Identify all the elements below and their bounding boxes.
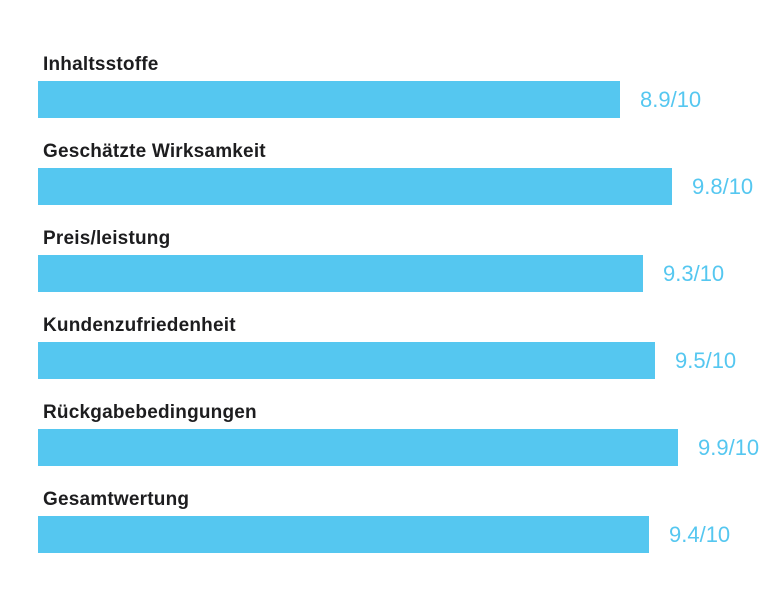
bar-value: 8.9/10 [640,86,702,112]
bar [38,429,678,466]
bar-value: 9.5/10 [675,347,737,373]
bar-row: Rückgabebedingungen 9.9/10 [0,402,767,466]
bar-label: Geschätzte Wirksamkeit [43,141,266,162]
chart-rows: Inhaltsstoffe 8.9/10 Geschätzte Wirksamk… [0,54,767,576]
bar-row: Geschätzte Wirksamkeit 9.8/10 [0,141,767,205]
bar-row: Gesamtwertung 9.4/10 [0,489,767,553]
bar-row: Preis/leistung 9.3/10 [0,228,767,292]
bar-line: 9.3/10 [38,255,767,292]
bar-line: 8.9/10 [38,81,767,118]
bar-label: Preis/leistung [43,228,171,249]
bar-line: 9.8/10 [38,168,767,205]
bar-row: Kundenzufriedenheit 9.5/10 [0,315,767,379]
bar [38,81,620,118]
bar [38,342,655,379]
bar-value: 9.9/10 [698,434,760,460]
bar-value: 9.8/10 [692,173,754,199]
bar-line: 9.5/10 [38,342,767,379]
bar-label: Gesamtwertung [43,489,190,510]
bar-label: Inhaltsstoffe [43,54,159,75]
bar [38,255,643,292]
bar-value: 9.4/10 [669,521,731,547]
bar-line: 9.4/10 [38,516,767,553]
bar-row: Inhaltsstoffe 8.9/10 [0,54,767,118]
bar-value: 9.3/10 [663,260,725,286]
bar-label: Kundenzufriedenheit [43,315,236,336]
bar-label: Rückgabebedingungen [43,402,257,423]
bar [38,168,672,205]
bar-line: 9.9/10 [38,429,767,466]
bar [38,516,649,553]
